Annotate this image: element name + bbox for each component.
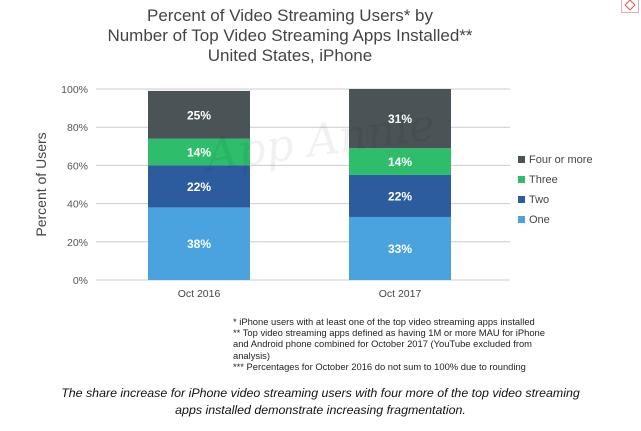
data-label: 14% [388, 155, 412, 169]
legend-label: Two [529, 194, 549, 206]
data-label: 22% [388, 189, 412, 203]
data-label: 22% [187, 180, 211, 194]
y-tick-label: 20% [67, 237, 88, 249]
data-label: 14% [187, 146, 211, 160]
x-tick-label: Oct 2016 [178, 288, 221, 300]
data-label: 33% [388, 242, 412, 256]
close-icon[interactable] [621, 0, 639, 13]
bar-segment [349, 89, 451, 149]
bar-segment [349, 174, 451, 217]
y-tick-label: 40% [67, 199, 88, 211]
footnote-4: analysis) [233, 349, 270, 361]
legend-swatch [518, 216, 525, 223]
x-tick-label: Oct 2017 [379, 288, 422, 300]
legend-swatch [518, 176, 525, 183]
data-label: 25% [187, 108, 211, 122]
chart-title: Percent of Video Streaming Users* by Num… [60, 6, 520, 66]
data-label: 31% [388, 112, 412, 126]
legend-label: Three [529, 174, 558, 186]
legend-swatch [518, 156, 525, 163]
footnote-1: * iPhone users with at least one of the … [233, 316, 535, 327]
legend-swatch [518, 196, 525, 203]
data-label: 38% [187, 237, 211, 251]
bar-segment [349, 216, 451, 280]
y-tick-label: 80% [67, 122, 88, 134]
caption-line-2: apps installed demonstrate increasing fr… [175, 403, 466, 417]
y-tick-label: 100% [61, 84, 88, 96]
footnote-2: ** Top video streaming apps defined as h… [233, 327, 545, 339]
caption-line-1: The share increase for iPhone video stre… [61, 386, 580, 400]
stacked-bar-chart: 0% 20% 40% 60% 80% 100% Percent of Users 38% 22%… [33, 84, 593, 300]
y-tick-label: 60% [67, 160, 88, 172]
caption: The share increase for iPhone video stre… [8, 385, 633, 419]
footnote-5: *** Percentages for October 2016 do not … [233, 360, 526, 372]
bar-segment [148, 207, 250, 280]
y-tick-label: 0% [73, 275, 88, 287]
footnote-3: and Android phone combined for October 2… [233, 338, 532, 350]
footnotes: * iPhone users with at least one of the … [233, 316, 603, 372]
legend-label: One [529, 214, 550, 226]
bar-segment [148, 165, 250, 208]
y-axis-label: Percent of Users [33, 132, 49, 236]
title-line-2: Number of Top Video Streaming Apps Insta… [107, 26, 473, 45]
bar-segment [148, 138, 250, 166]
title-line-3: United States, iPhone [207, 46, 373, 65]
bar-segment [349, 148, 451, 175]
bar-segment [148, 90, 250, 139]
title-line-1: Percent of Video Streaming Users* by [147, 6, 433, 25]
legend-label: Four or more [529, 154, 593, 166]
